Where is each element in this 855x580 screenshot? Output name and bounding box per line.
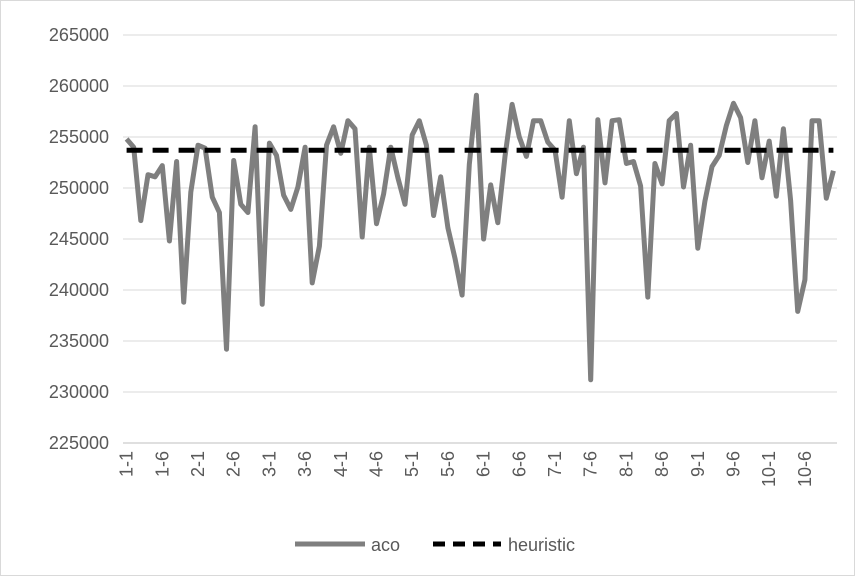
y-tick-label: 240000 [49, 280, 109, 300]
x-tick-label: 8-6 [652, 451, 672, 477]
x-tick-label: 4-1 [331, 451, 351, 477]
x-tick-label: 2-6 [224, 451, 244, 477]
series-lines [124, 92, 836, 383]
x-tick-label: 1-1 [117, 451, 137, 477]
y-tick-label: 265000 [49, 25, 109, 45]
x-tick-label: 6-1 [474, 451, 494, 477]
x-tick-label: 9-6 [723, 451, 743, 477]
x-tick-label: 5-1 [402, 451, 422, 477]
x-tick-label: 1-6 [152, 451, 172, 477]
x-tick-label: 3-1 [259, 451, 279, 477]
y-tick-label: 255000 [49, 127, 109, 147]
x-tick-label: 5-6 [438, 451, 458, 477]
x-tick-label: 9-1 [688, 451, 708, 477]
x-tick-label: 7-6 [581, 451, 601, 477]
legend-label-heuristic: heuristic [508, 535, 575, 555]
x-tick-label: 8-1 [616, 451, 636, 477]
x-tick-label: 7-1 [545, 451, 565, 477]
x-tick-label: 10-1 [759, 451, 779, 487]
x-axis-tick-labels: 1-1 1-6 2-1 2-6 3-1 3-6 4-1 4-6 5-1 5-6 6-1 6-6 7-1 7… [117, 451, 815, 487]
legend-label-aco: aco [371, 535, 400, 555]
x-tick-label: 2-1 [188, 451, 208, 477]
y-tick-label: 225000 [49, 433, 109, 453]
series-line-aco [124, 92, 836, 383]
y-axis-tick-labels: 225000 230000 235000 240000 245000 250000 2550… [49, 25, 109, 453]
legend: aco heuristic [295, 535, 575, 555]
y-tick-label: 250000 [49, 178, 109, 198]
y-tick-label: 230000 [49, 382, 109, 402]
x-tick-label: 6-6 [509, 451, 529, 477]
x-tick-label: 4-6 [366, 451, 386, 477]
x-tick-label: 10-6 [795, 451, 815, 487]
y-tick-label: 260000 [49, 76, 109, 96]
y-tick-label: 245000 [49, 229, 109, 249]
y-tick-label: 235000 [49, 331, 109, 351]
x-tick-label: 3-6 [295, 451, 315, 477]
